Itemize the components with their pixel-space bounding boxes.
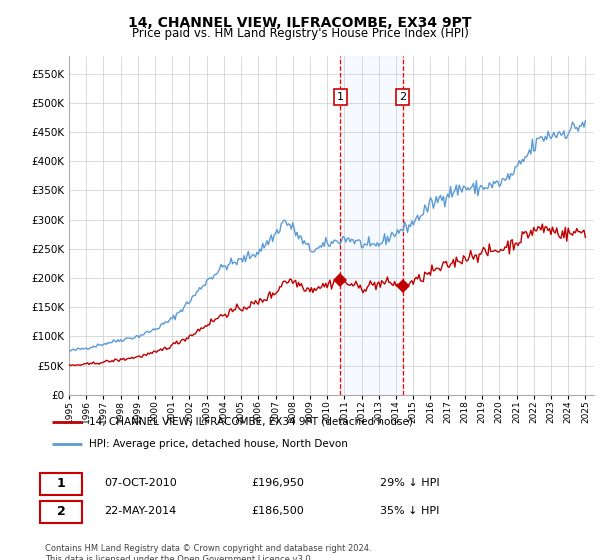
Text: 1: 1: [57, 477, 65, 490]
Text: 29% ↓ HPI: 29% ↓ HPI: [380, 478, 439, 488]
Text: £196,950: £196,950: [251, 478, 305, 488]
Text: 2: 2: [57, 505, 65, 518]
Text: £186,500: £186,500: [251, 506, 304, 516]
Text: HPI: Average price, detached house, North Devon: HPI: Average price, detached house, Nort…: [89, 438, 348, 449]
FancyBboxPatch shape: [40, 501, 82, 522]
Bar: [340, 56, 403, 395]
FancyBboxPatch shape: [40, 473, 82, 494]
Text: 14, CHANNEL VIEW, ILFRACOMBE, EX34 9PT: 14, CHANNEL VIEW, ILFRACOMBE, EX34 9PT: [128, 16, 472, 30]
Text: 22-MAY-2014: 22-MAY-2014: [104, 506, 176, 516]
Text: Contains HM Land Registry data © Crown copyright and database right 2024.
This d: Contains HM Land Registry data © Crown c…: [45, 544, 371, 560]
Text: 1: 1: [337, 92, 344, 102]
Text: 14, CHANNEL VIEW, ILFRACOMBE, EX34 9PT (detached house): 14, CHANNEL VIEW, ILFRACOMBE, EX34 9PT (…: [89, 417, 413, 427]
Text: Price paid vs. HM Land Registry's House Price Index (HPI): Price paid vs. HM Land Registry's House …: [131, 27, 469, 40]
Text: 07-OCT-2010: 07-OCT-2010: [104, 478, 177, 488]
Text: 35% ↓ HPI: 35% ↓ HPI: [380, 506, 439, 516]
Text: 2: 2: [399, 92, 406, 102]
